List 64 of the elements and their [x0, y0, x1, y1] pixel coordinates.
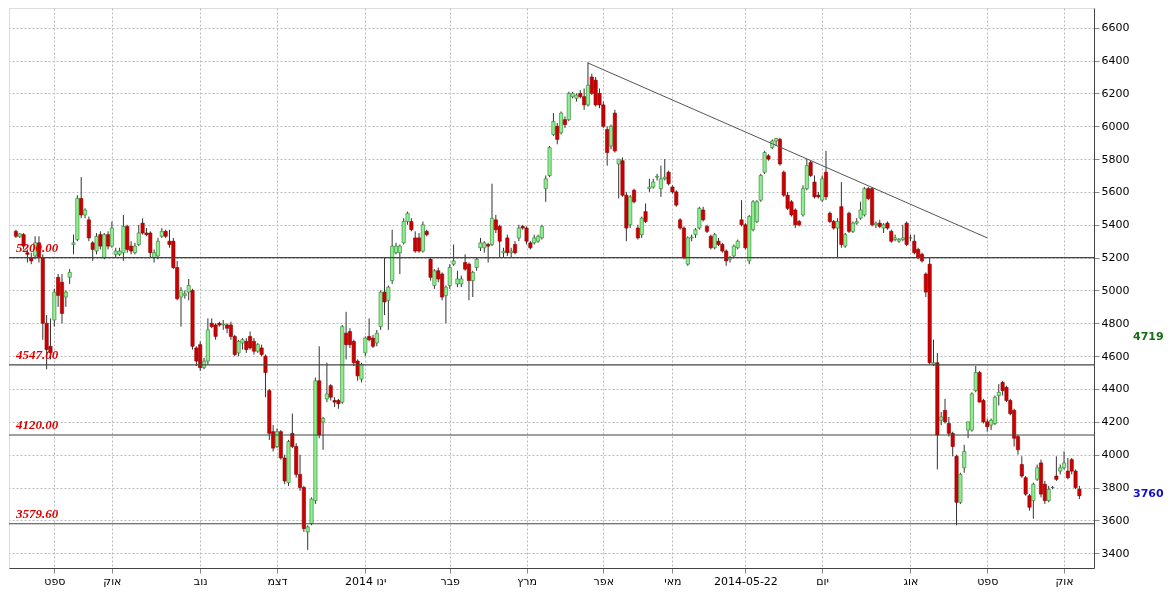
candlestick — [873, 220, 878, 229]
candlestick — [582, 87, 587, 111]
x-tick-label: דצמ — [267, 574, 288, 588]
x-tick-label: אוג — [903, 574, 919, 588]
candlestick — [586, 61, 590, 108]
candlestick — [248, 331, 253, 351]
candlestick — [324, 362, 329, 403]
candlestick — [344, 311, 349, 360]
y-tick-label: 3600 — [1101, 513, 1130, 527]
x-tick-label: ספט — [977, 574, 999, 588]
candlestick — [125, 224, 130, 254]
candlestick — [847, 211, 851, 234]
y-tick-label: 6200 — [1101, 86, 1130, 100]
y-tick-label: 5800 — [1101, 152, 1130, 166]
y-tick-label: 5400 — [1101, 218, 1130, 232]
candlestick — [973, 365, 978, 393]
candlestick — [179, 286, 183, 328]
candlestick — [102, 232, 107, 260]
y-tick-label: 6400 — [1101, 54, 1130, 68]
x-tick-label: אוק — [103, 574, 122, 588]
candlestick — [470, 270, 475, 298]
ref-line-label: 4120.00 — [15, 416, 59, 432]
candlestick — [1065, 457, 1070, 480]
y-tick-label: 5200 — [1101, 251, 1130, 265]
candlestick — [321, 416, 326, 451]
y-tick-label: 4600 — [1101, 349, 1130, 363]
y-tick-label: 4800 — [1101, 316, 1130, 330]
candlestick — [359, 362, 364, 383]
text: 4719 — [1133, 329, 1164, 343]
x-tick-label: אפר — [593, 574, 615, 588]
candlestick — [148, 230, 153, 259]
x-tick-label: 2014 ינו — [345, 574, 387, 588]
y-tick-label: 5000 — [1101, 283, 1130, 297]
y-tick-label: 3400 — [1101, 546, 1130, 560]
candlestick — [98, 230, 103, 250]
candlestick — [90, 240, 95, 262]
x-tick-label: נוב — [193, 574, 208, 588]
x-tick-label: פבר — [440, 574, 461, 588]
y-tick-label: 3800 — [1101, 481, 1130, 495]
x-tick-label: מאי — [664, 574, 682, 588]
candlestick — [413, 230, 418, 254]
y-tick-label: 4000 — [1101, 448, 1130, 462]
x-tick-label: יום — [816, 574, 830, 588]
candlestick — [912, 234, 917, 255]
candlestick — [156, 237, 160, 260]
x-tick-label: 2014-05-22 — [713, 574, 778, 588]
x-tick-label: ספט — [44, 574, 66, 588]
candlestick — [417, 232, 421, 254]
y-tick-label: 4200 — [1101, 415, 1130, 429]
candlestick — [962, 444, 967, 474]
candlestick — [109, 220, 114, 249]
x-tick-label: אוק — [1055, 574, 1074, 588]
ref-line-label: 3579.60 — [15, 505, 59, 521]
y-tick-label: 5600 — [1101, 185, 1130, 199]
text: 3760 — [1133, 487, 1164, 501]
candlestick — [106, 230, 111, 250]
y-tick-label: 6000 — [1101, 119, 1130, 133]
x-tick-label: מרץ — [517, 574, 537, 588]
candlestick — [616, 158, 621, 199]
y-tick-label: 4400 — [1101, 382, 1130, 396]
y-tick-label: 6600 — [1101, 21, 1130, 35]
candlestick — [86, 216, 91, 242]
candlestick — [225, 322, 230, 334]
candlestick — [543, 175, 548, 203]
